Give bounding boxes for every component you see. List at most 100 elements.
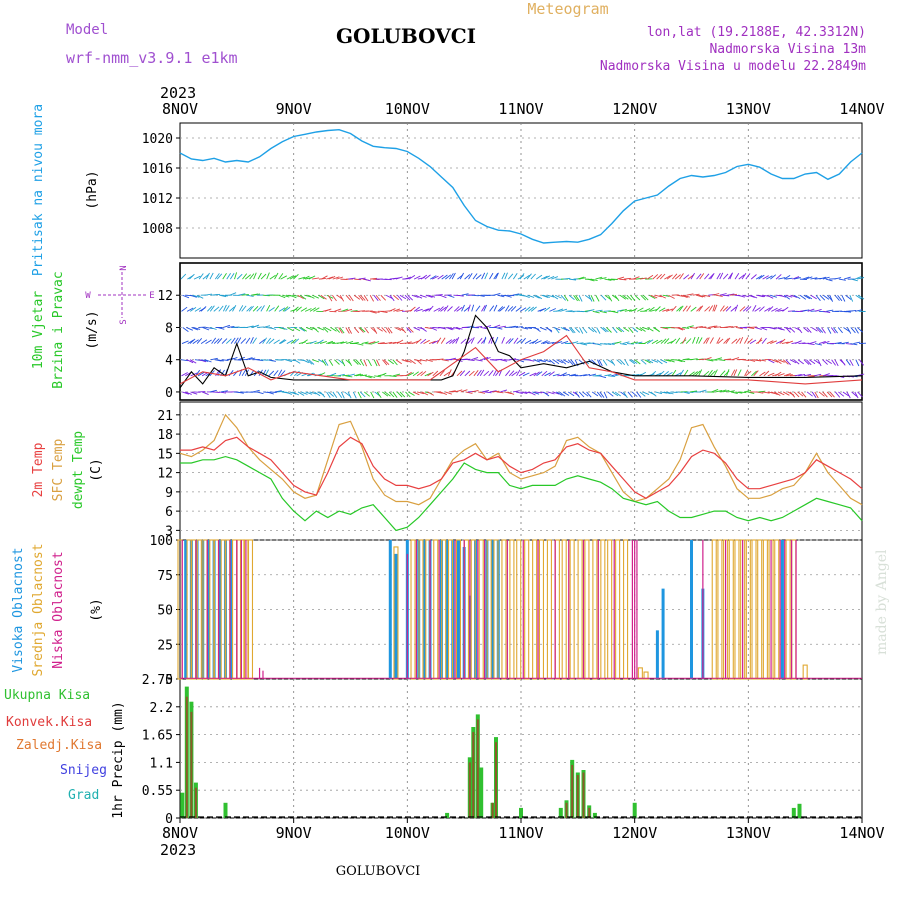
wind-barb [857, 391, 863, 398]
wind-barb [662, 308, 670, 312]
wind-barb [430, 275, 437, 280]
wind-barb [529, 372, 537, 377]
wind-barb [373, 327, 378, 334]
wind-barb [483, 370, 490, 377]
wind-barb [541, 294, 549, 299]
wind-barb [353, 294, 361, 300]
wind-barb [717, 338, 724, 344]
wind-barb [643, 339, 651, 344]
wind-barb [853, 341, 861, 345]
wind-barb [393, 373, 401, 377]
wind-barb [529, 391, 536, 396]
wind-barb [611, 391, 619, 397]
wind-barb [262, 294, 270, 297]
wind-barb [634, 359, 641, 365]
wind-barb [793, 359, 800, 365]
wind-barb [766, 275, 773, 280]
wind-barb [241, 294, 249, 296]
wind-barb [511, 371, 518, 377]
wind-barb [713, 326, 722, 328]
wind-barb [622, 341, 630, 345]
wind-barb [857, 294, 865, 300]
precip-bar-total [797, 803, 802, 818]
wind-barb [184, 391, 192, 395]
y-tick-label: 0 [165, 386, 173, 401]
wind-barb [369, 310, 377, 314]
wind-barb [334, 359, 340, 365]
cloud-bar-mid [478, 539, 484, 680]
wind-barb [341, 308, 349, 312]
wind-barb [292, 306, 299, 312]
wind-barb [560, 308, 568, 312]
wind-barb [354, 373, 362, 377]
wind-barb [355, 359, 362, 366]
wind-barb [351, 341, 359, 345]
wind-barb [238, 293, 246, 296]
wind-barb [261, 369, 267, 377]
wind-barb [516, 369, 521, 377]
x-tick-label-bottom: 8NOV [162, 824, 198, 842]
wind-barb [473, 370, 479, 377]
wind-barb [413, 327, 421, 331]
wind-barb [455, 359, 463, 362]
wind-barb [698, 369, 703, 377]
wind-barb [218, 305, 224, 312]
wind-barb [761, 337, 767, 344]
wind-barb [345, 327, 350, 334]
wind-barb [595, 309, 603, 312]
wind-barb [364, 327, 369, 334]
wind-barb [655, 306, 661, 312]
wind-barb [308, 275, 316, 280]
wind-barb [460, 338, 467, 344]
wind-barb [522, 372, 530, 377]
wind-barb [449, 273, 454, 280]
wind-barb [326, 294, 334, 299]
wind-barb [543, 294, 550, 298]
wind-barb [825, 278, 833, 282]
wind-barb [583, 374, 591, 377]
wind-barb [642, 327, 650, 331]
wind-barb [632, 327, 639, 333]
wind-barb [385, 327, 391, 334]
wind-barb [200, 306, 207, 312]
x-tick-label-top: 13NOV [726, 100, 771, 118]
wind-barb [475, 359, 483, 362]
wind-barb [690, 306, 697, 312]
wind-barb [207, 305, 213, 312]
wind-barb [822, 359, 828, 365]
wind-barb [715, 294, 723, 297]
wind-barb [775, 308, 782, 312]
wind-barb [204, 293, 212, 296]
wind-barb [484, 325, 492, 328]
wind-barb [722, 294, 730, 297]
wind-barb [489, 305, 495, 312]
wind-barb [494, 336, 499, 344]
wind-barb [806, 359, 812, 366]
wind-barb [600, 327, 607, 333]
wind-barb [407, 294, 414, 301]
wind-barb [455, 337, 460, 344]
wind-barb [306, 359, 313, 365]
wind-barb [464, 274, 471, 280]
wind-barb [312, 294, 319, 299]
wind-barb [400, 327, 407, 334]
wind-barb [758, 306, 765, 312]
wind-barb [345, 294, 352, 301]
wind-barb [811, 391, 817, 398]
wind-barb [646, 339, 654, 344]
wind-barb [540, 275, 548, 280]
wind-barb [574, 391, 580, 398]
wind-barb [739, 337, 744, 344]
wind-barb [358, 277, 366, 280]
wind-barb [690, 358, 698, 361]
wind-barb [783, 294, 791, 300]
wind-barb [347, 359, 352, 367]
wind-barb [455, 327, 463, 330]
wind-barb [725, 305, 732, 312]
wind-barb [723, 338, 729, 344]
wind-barb [792, 276, 800, 280]
wind-barb [857, 277, 865, 280]
wind-barb [562, 359, 570, 364]
wind-barb [505, 338, 512, 344]
wind-barb [415, 294, 423, 299]
